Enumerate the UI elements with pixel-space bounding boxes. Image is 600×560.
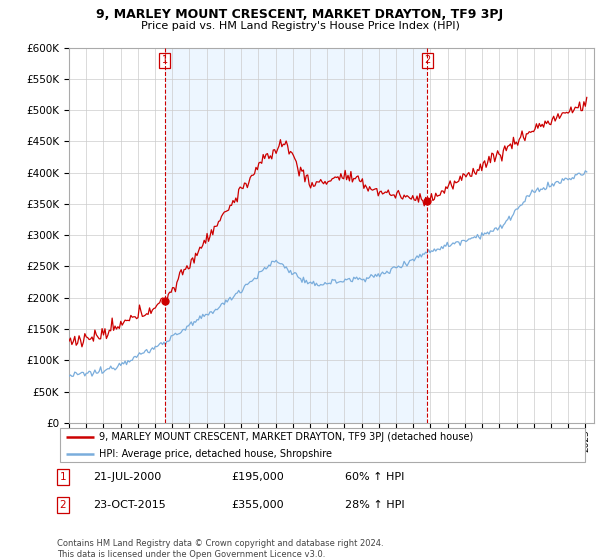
Text: HPI: Average price, detached house, Shropshire: HPI: Average price, detached house, Shro… <box>100 449 332 459</box>
Text: 9, MARLEY MOUNT CRESCENT, MARKET DRAYTON, TF9 3PJ: 9, MARLEY MOUNT CRESCENT, MARKET DRAYTON… <box>97 8 503 21</box>
Text: 23-OCT-2015: 23-OCT-2015 <box>93 500 166 510</box>
Text: £195,000: £195,000 <box>231 472 284 482</box>
Text: 60% ↑ HPI: 60% ↑ HPI <box>345 472 404 482</box>
Text: 21-JUL-2000: 21-JUL-2000 <box>93 472 161 482</box>
Text: 1: 1 <box>161 55 167 65</box>
Text: 28% ↑ HPI: 28% ↑ HPI <box>345 500 404 510</box>
Text: Contains HM Land Registry data © Crown copyright and database right 2024.
This d: Contains HM Land Registry data © Crown c… <box>57 539 383 559</box>
Bar <box>164 48 427 423</box>
Text: 9, MARLEY MOUNT CRESCENT, MARKET DRAYTON, TF9 3PJ (detached house): 9, MARLEY MOUNT CRESCENT, MARKET DRAYTON… <box>100 432 473 442</box>
Text: 2: 2 <box>424 55 430 65</box>
Text: Price paid vs. HM Land Registry's House Price Index (HPI): Price paid vs. HM Land Registry's House … <box>140 21 460 31</box>
Text: 2: 2 <box>59 500 67 510</box>
FancyBboxPatch shape <box>60 428 585 462</box>
Text: £355,000: £355,000 <box>231 500 284 510</box>
Text: 1: 1 <box>59 472 67 482</box>
